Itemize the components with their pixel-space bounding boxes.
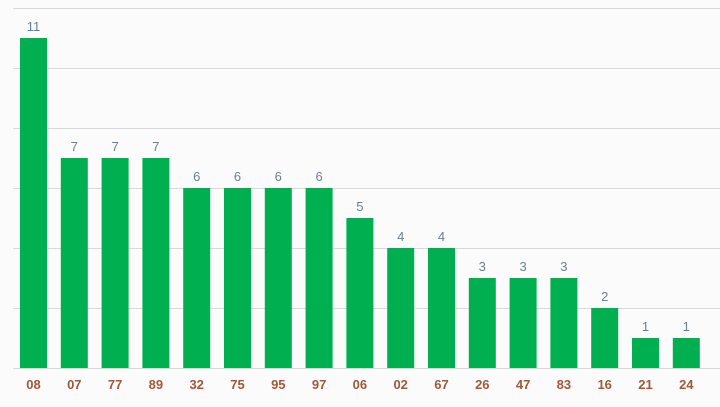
value-label: 2 — [601, 289, 608, 304]
value-label: 11 — [27, 19, 41, 34]
value-label: 4 — [438, 229, 445, 244]
value-label: 6 — [315, 169, 322, 184]
category-label: 21 — [638, 377, 652, 392]
bar-83 — [550, 278, 578, 368]
value-label: 4 — [397, 229, 404, 244]
bar-02 — [387, 248, 415, 368]
bar-32 — [183, 188, 211, 368]
category-label: 32 — [189, 377, 203, 392]
bar-77 — [101, 158, 129, 368]
bar-95 — [264, 188, 292, 368]
bar-24 — [672, 338, 700, 368]
category-label: 75 — [230, 377, 244, 392]
value-label: 3 — [479, 259, 486, 274]
category-label: 97 — [312, 377, 326, 392]
category-label: 83 — [557, 377, 571, 392]
category-label: 24 — [679, 377, 694, 392]
category-label: 67 — [434, 377, 448, 392]
bar-16 — [591, 308, 619, 368]
bar-67 — [428, 248, 455, 368]
category-label: 47 — [516, 377, 530, 392]
value-label: 5 — [356, 199, 363, 214]
value-label: 6 — [193, 169, 200, 184]
value-label: 7 — [71, 139, 78, 154]
category-label: 02 — [393, 377, 407, 392]
category-label: 95 — [271, 377, 285, 392]
bar-47 — [509, 278, 537, 368]
value-label: 3 — [560, 259, 567, 274]
value-label: 1 — [683, 319, 690, 334]
category-label: 89 — [149, 377, 163, 392]
category-label: 07 — [67, 377, 81, 392]
category-label: 08 — [26, 377, 40, 392]
bar-07 — [60, 158, 88, 368]
bar-21 — [632, 338, 659, 368]
value-label: 7 — [152, 139, 159, 154]
bar-75 — [224, 188, 251, 368]
category-label: 06 — [353, 377, 367, 392]
bar-08 — [20, 38, 47, 368]
bar-26 — [468, 278, 496, 368]
value-label: 6 — [275, 169, 282, 184]
value-label: 1 — [642, 319, 649, 334]
category-label: 16 — [597, 377, 611, 392]
bar-89 — [142, 158, 170, 368]
category-label: 26 — [475, 377, 489, 392]
value-label: 3 — [519, 259, 526, 274]
value-label: 7 — [111, 139, 118, 154]
bar-97 — [305, 188, 333, 368]
value-label: 6 — [234, 169, 241, 184]
category-label: 77 — [108, 377, 122, 392]
bar-06 — [346, 218, 374, 368]
